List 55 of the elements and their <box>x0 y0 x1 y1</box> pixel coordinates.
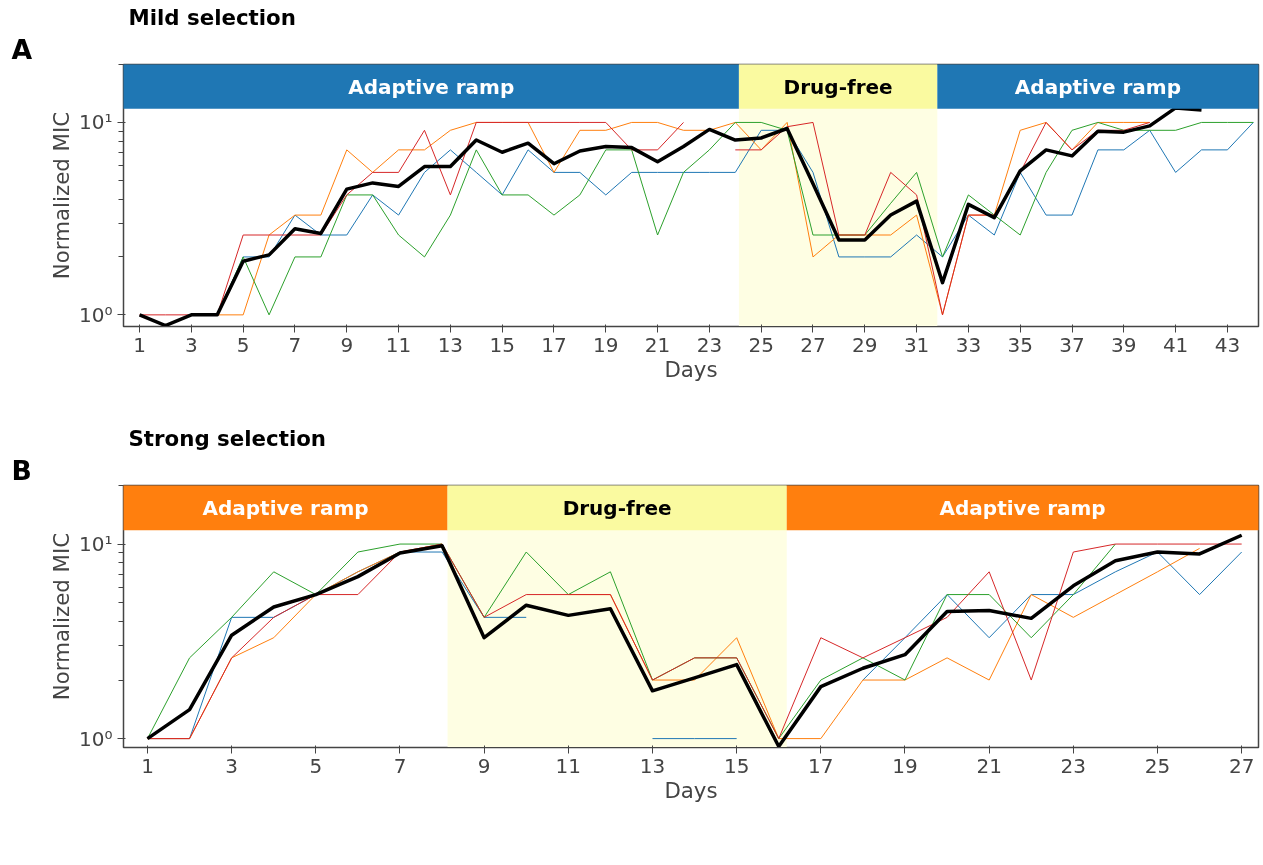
x-tick-label: 3 <box>185 332 198 357</box>
x-tick-label: 9 <box>340 332 354 357</box>
x-tick-label: 19 <box>892 753 918 778</box>
x-tick-label: 23 <box>696 332 723 357</box>
x-tick-label: 25 <box>748 332 774 357</box>
x-tick-label: 9 <box>477 753 491 778</box>
band-label: Adaptive ramp <box>1014 74 1181 99</box>
band-label: Drug-free <box>562 495 672 520</box>
x-tick-label: 43 <box>1214 332 1241 357</box>
y-tick-label: 10¹ <box>79 110 113 135</box>
x-tick-label: 29 <box>852 332 878 357</box>
y-tick-label: 10⁰ <box>79 302 113 327</box>
text: A <box>11 33 33 65</box>
x-tick-label: 7 <box>288 332 302 357</box>
x-tick-label: 1 <box>141 753 154 778</box>
x-tick-label: 21 <box>644 332 671 357</box>
x-tick-label: 17 <box>808 753 834 778</box>
x-tick-label: 5 <box>309 753 323 778</box>
x-tick-label: 27 <box>1228 753 1255 778</box>
x-tick-label: 33 <box>955 332 982 357</box>
band-label: Drug-free <box>783 74 893 99</box>
x-tick-label: 19 <box>593 332 619 357</box>
x-tick-label: 15 <box>489 332 515 357</box>
chart-title: Mild selection <box>128 4 296 30</box>
y-axis-title: Normalized MIC <box>49 111 75 280</box>
x-tick-label: 31 <box>903 332 930 357</box>
band-label: Adaptive ramp <box>939 495 1106 520</box>
x-axis-title: Days <box>664 777 718 803</box>
x-tick-label: 23 <box>1060 753 1087 778</box>
x-axis-title: Days <box>664 356 718 382</box>
x-tick-label: 1 <box>133 332 146 357</box>
x-tick-label: 37 <box>1059 332 1085 357</box>
x-tick-label: 11 <box>555 753 582 778</box>
x-tick-label: 21 <box>976 753 1002 778</box>
x-tick-label: 15 <box>723 753 750 778</box>
x-tick-label: 17 <box>541 332 567 357</box>
x-tick-label: 41 <box>1162 332 1189 357</box>
band-label: Adaptive ramp <box>202 495 369 520</box>
x-tick-label: 39 <box>1111 332 1137 357</box>
y-tick-label: 10¹ <box>79 532 113 557</box>
x-tick-label: 5 <box>236 332 250 357</box>
x-tick-label: 3 <box>225 753 239 778</box>
text: B <box>11 454 32 486</box>
x-tick-label: 27 <box>800 332 826 357</box>
band-label: Adaptive ramp <box>348 74 515 99</box>
y-tick-label: 10⁰ <box>79 726 113 751</box>
x-tick-label: 13 <box>437 332 464 357</box>
x-tick-label: 7 <box>393 753 407 778</box>
x-tick-label: 13 <box>639 753 666 778</box>
y-axis-title: Normalized MIC <box>49 532 75 701</box>
chart-title: Strong selection <box>128 425 327 451</box>
line-series <box>137 106 1204 327</box>
x-tick-label: 11 <box>385 332 412 357</box>
x-tick-label: 35 <box>1007 332 1033 357</box>
x-tick-label: 25 <box>1144 753 1171 778</box>
